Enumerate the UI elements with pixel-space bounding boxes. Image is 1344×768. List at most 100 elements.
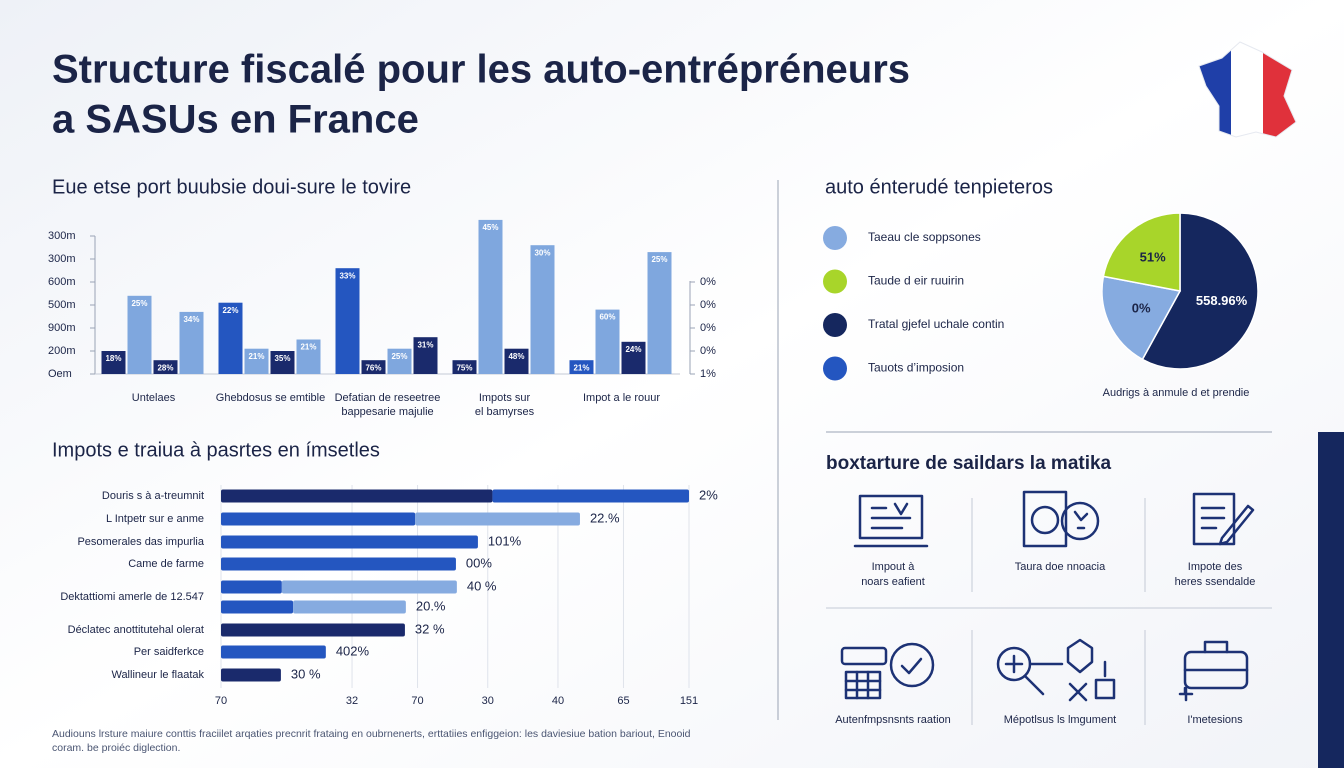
- value-label: 21%: [248, 352, 264, 361]
- icon: [840, 642, 935, 700]
- value-label: 2%: [699, 487, 718, 502]
- y-tick-label: Wallineur le flaatak: [111, 669, 204, 681]
- value-label: 21%: [300, 343, 316, 352]
- legend-label: Tratal gjefel uchale contin: [868, 317, 1004, 331]
- value-label: 21%: [573, 363, 589, 372]
- bar: [504, 348, 529, 374]
- legend-swatch: [823, 226, 847, 250]
- x-tick-label: Impots sur: [479, 392, 531, 404]
- value-label: 22.%: [590, 510, 620, 525]
- x-tick-label: 40: [552, 695, 564, 707]
- x-tick-label: 30: [482, 695, 494, 707]
- icon: [853, 494, 929, 548]
- value-label: 25%: [391, 352, 407, 361]
- y2-tick-label: 0%: [700, 322, 716, 334]
- y-tick-label: 900m: [48, 322, 76, 334]
- bar: [218, 302, 243, 374]
- value-label: 28%: [157, 363, 173, 372]
- panel-item-label: noars eafient: [861, 576, 925, 588]
- panel-item-label: Autenfmpsnsnts raation: [835, 714, 951, 726]
- x-tick-label: 70: [411, 695, 423, 707]
- panel-item-label: I'metesions: [1187, 714, 1243, 726]
- y2-tick-label: 1%: [700, 368, 716, 380]
- value-label: 22%: [222, 306, 238, 315]
- y-tick-label: L Intpetr sur e anme: [106, 513, 204, 525]
- x-tick-label: el bamyrses: [475, 406, 535, 418]
- legend-swatch: [823, 356, 847, 381]
- panel-title: boxtarture de saildars la matika: [826, 453, 1112, 474]
- bar: [492, 489, 689, 503]
- bar: [413, 337, 438, 374]
- x-tick-label: Untelaes: [132, 392, 176, 404]
- legend-swatch: [823, 269, 847, 294]
- caption: Audrigs à anmule d et prendie: [1103, 387, 1250, 399]
- legend-label: Taeau cle soppsones: [868, 230, 981, 244]
- legend-swatch: [823, 313, 847, 337]
- value-label: 35%: [274, 354, 290, 363]
- value-label: 402%: [336, 643, 370, 658]
- y-tick-label: Came de farme: [128, 558, 204, 570]
- panel-item-label: Impote des: [1188, 561, 1243, 573]
- panel-item-label: Mépotlsus ls lmgument: [1004, 714, 1117, 726]
- value-label: 18%: [105, 354, 121, 363]
- y-tick-label: 200m: [48, 345, 76, 357]
- x-tick-label: 32: [346, 695, 358, 707]
- value-label: 48%: [508, 352, 524, 361]
- bar: [530, 245, 555, 374]
- value-label: 40 %: [467, 578, 497, 593]
- y-tick-label: 500m: [48, 299, 76, 311]
- footnote: Audiouns lrsture maiure conttis fraciile…: [52, 728, 691, 740]
- icon: [996, 638, 1116, 702]
- title: Structure fiscalé pour les auto-entrépré…: [52, 48, 910, 92]
- y2-tick-label: 0%: [700, 345, 716, 357]
- x-tick-label: Ghebdosus se emtible: [216, 392, 325, 404]
- icon: [1192, 492, 1255, 546]
- bar: [335, 268, 360, 374]
- value-label: 558.96%: [1196, 293, 1248, 308]
- bar: [153, 360, 178, 374]
- value-label: 32 %: [415, 621, 445, 636]
- value-label: 60%: [599, 313, 615, 322]
- bar: [221, 535, 478, 549]
- panel-item-label: Taura doe nnoacia: [1015, 561, 1106, 573]
- x-tick-label: bappesarie majulie: [341, 406, 433, 418]
- y-tick-label: Oem: [48, 368, 72, 380]
- bar: [179, 311, 204, 374]
- y-tick-label: Déclatec anottitutehal olerat: [68, 624, 204, 636]
- y2-tick-label: 0%: [700, 276, 716, 288]
- bar: [293, 600, 406, 614]
- bar: [221, 512, 416, 526]
- icon: [1022, 490, 1100, 548]
- bar: [221, 645, 326, 659]
- side-strip: [1318, 432, 1344, 768]
- value-label: 00%: [466, 555, 492, 570]
- bar: [221, 600, 294, 614]
- value-label: 25%: [131, 299, 147, 308]
- bar: [621, 341, 646, 374]
- bar: [452, 360, 477, 374]
- france-map: [1198, 41, 1297, 138]
- icon: [1178, 640, 1249, 702]
- bar: [221, 557, 456, 571]
- value-label: 31%: [417, 340, 433, 349]
- chart-title: Impots e traiua à pasrtes en ímsetles: [52, 439, 380, 461]
- value-label: 30%: [534, 248, 550, 257]
- x-tick-label: 65: [617, 695, 629, 707]
- bar: [296, 339, 321, 374]
- value-label: 24%: [625, 345, 641, 354]
- value-label: 34%: [183, 315, 199, 324]
- value-label: 51%: [1140, 249, 1166, 264]
- y-tick-label: Dektattiomi amerle de 12.547: [60, 591, 204, 603]
- y2-tick-label: 0%: [700, 299, 716, 311]
- bar: [647, 252, 672, 374]
- panel-item-label: Impout à: [872, 561, 916, 573]
- x-tick-label: 151: [680, 695, 698, 707]
- legend-label: Tauots d’imposion: [868, 361, 964, 375]
- bar: [221, 668, 281, 682]
- bar: [244, 348, 269, 374]
- y-tick-label: Per saidferkce: [134, 646, 204, 658]
- value-label: 101%: [488, 533, 522, 548]
- pie-slice: [1101, 275, 1182, 361]
- bar: [127, 295, 152, 374]
